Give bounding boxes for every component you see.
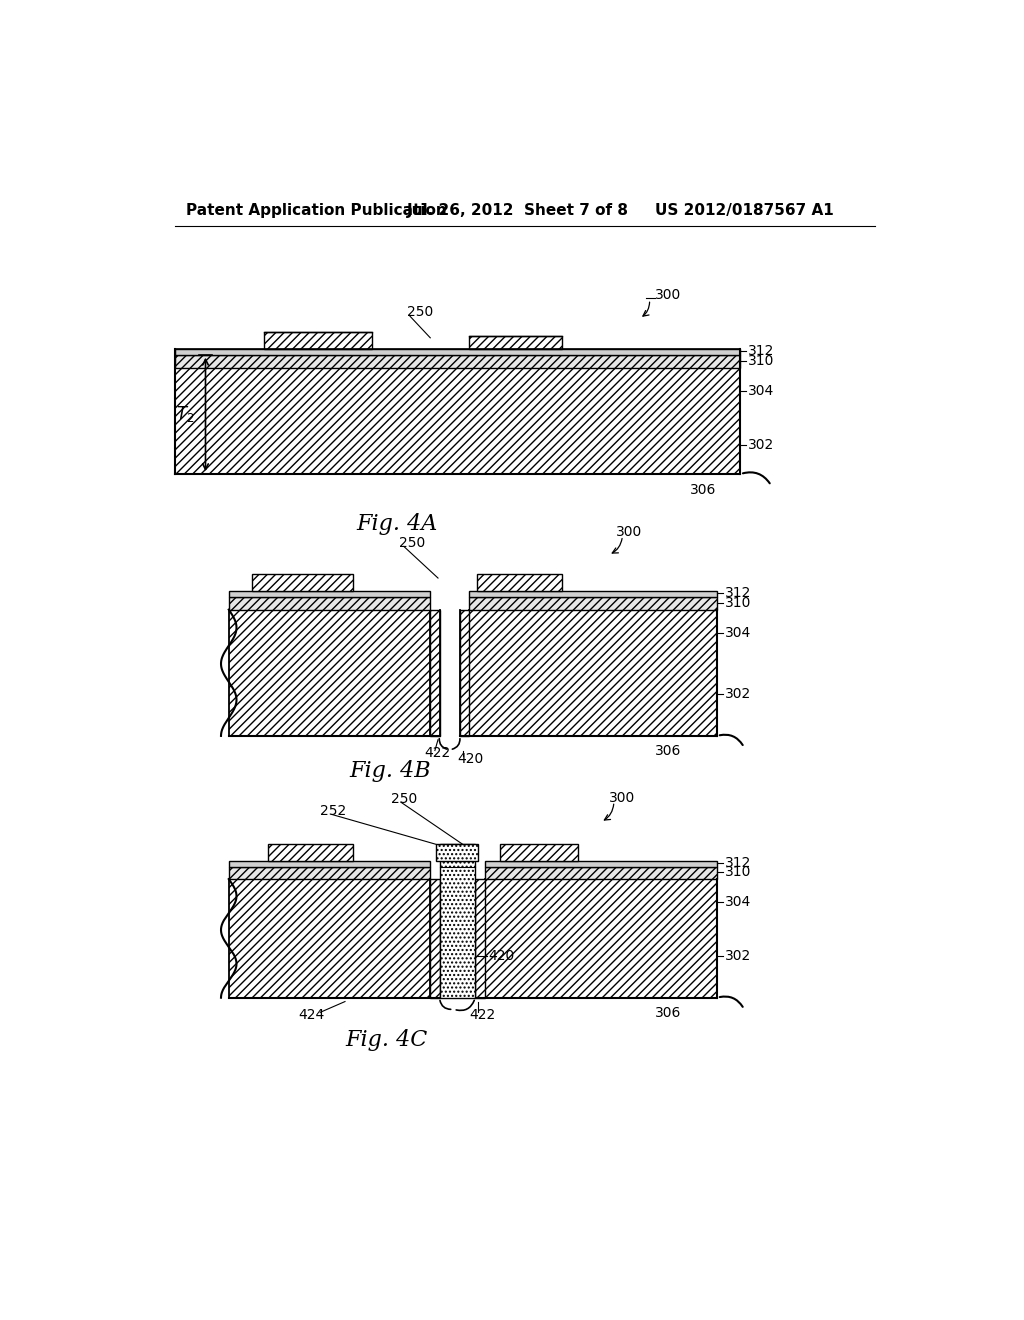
Bar	[469, 591, 717, 597]
Bar	[263, 331, 372, 348]
Text: 250: 250	[407, 305, 433, 319]
Bar	[500, 843, 578, 861]
Text: US 2012/0187567 A1: US 2012/0187567 A1	[655, 203, 834, 218]
Bar	[477, 574, 562, 591]
Text: Patent Application Publication: Patent Application Publication	[186, 203, 446, 218]
Text: 310: 310	[725, 595, 752, 610]
Text: 420: 420	[458, 752, 483, 766]
Text: Fig. 4C: Fig. 4C	[345, 1030, 427, 1051]
Bar	[469, 597, 717, 610]
Text: $T_2$: $T_2$	[176, 404, 195, 425]
Text: 302: 302	[725, 949, 751, 964]
Bar	[174, 368, 740, 474]
Bar	[436, 843, 478, 861]
Text: Jul. 26, 2012  Sheet 7 of 8: Jul. 26, 2012 Sheet 7 of 8	[407, 203, 629, 218]
Bar	[469, 610, 717, 737]
Text: 252: 252	[321, 804, 346, 818]
Bar	[430, 610, 439, 737]
Text: 250: 250	[399, 536, 426, 550]
Text: 310: 310	[725, 865, 752, 879]
Text: 300: 300	[655, 289, 681, 302]
Bar	[228, 591, 430, 597]
Text: 304: 304	[748, 384, 774, 397]
Text: 312: 312	[725, 855, 752, 870]
Text: Fig. 4B: Fig. 4B	[349, 759, 430, 781]
Bar	[439, 843, 475, 998]
Text: 306: 306	[655, 1006, 681, 1020]
Bar	[460, 610, 469, 737]
Bar	[484, 879, 717, 998]
Bar	[228, 610, 430, 737]
Bar	[228, 597, 430, 610]
Text: 424: 424	[299, 1007, 325, 1022]
Text: 422: 422	[424, 746, 451, 760]
Bar	[228, 867, 430, 879]
Bar	[475, 879, 484, 998]
Text: Fig. 4A: Fig. 4A	[356, 513, 438, 535]
Text: 312: 312	[725, 586, 752, 601]
Text: 306: 306	[655, 744, 681, 758]
Bar	[267, 843, 352, 861]
Bar	[228, 861, 430, 867]
Text: 306: 306	[690, 483, 716, 496]
Bar	[484, 867, 717, 879]
Text: 300: 300	[608, 791, 635, 804]
Text: 422: 422	[469, 1007, 496, 1022]
Text: 304: 304	[725, 626, 751, 640]
Text: 300: 300	[616, 525, 642, 539]
Text: 304: 304	[725, 895, 751, 909]
Bar	[469, 335, 562, 348]
Text: 302: 302	[725, 688, 751, 701]
Text: 312: 312	[748, 345, 774, 358]
Text: 310: 310	[748, 354, 774, 368]
Bar	[228, 879, 430, 998]
Bar	[174, 348, 740, 355]
Text: 420: 420	[488, 949, 515, 964]
Bar	[430, 879, 439, 998]
Text: 302: 302	[748, 438, 774, 451]
Bar	[174, 355, 740, 368]
Bar	[484, 861, 717, 867]
Bar	[252, 574, 352, 591]
Text: 250: 250	[391, 792, 418, 807]
